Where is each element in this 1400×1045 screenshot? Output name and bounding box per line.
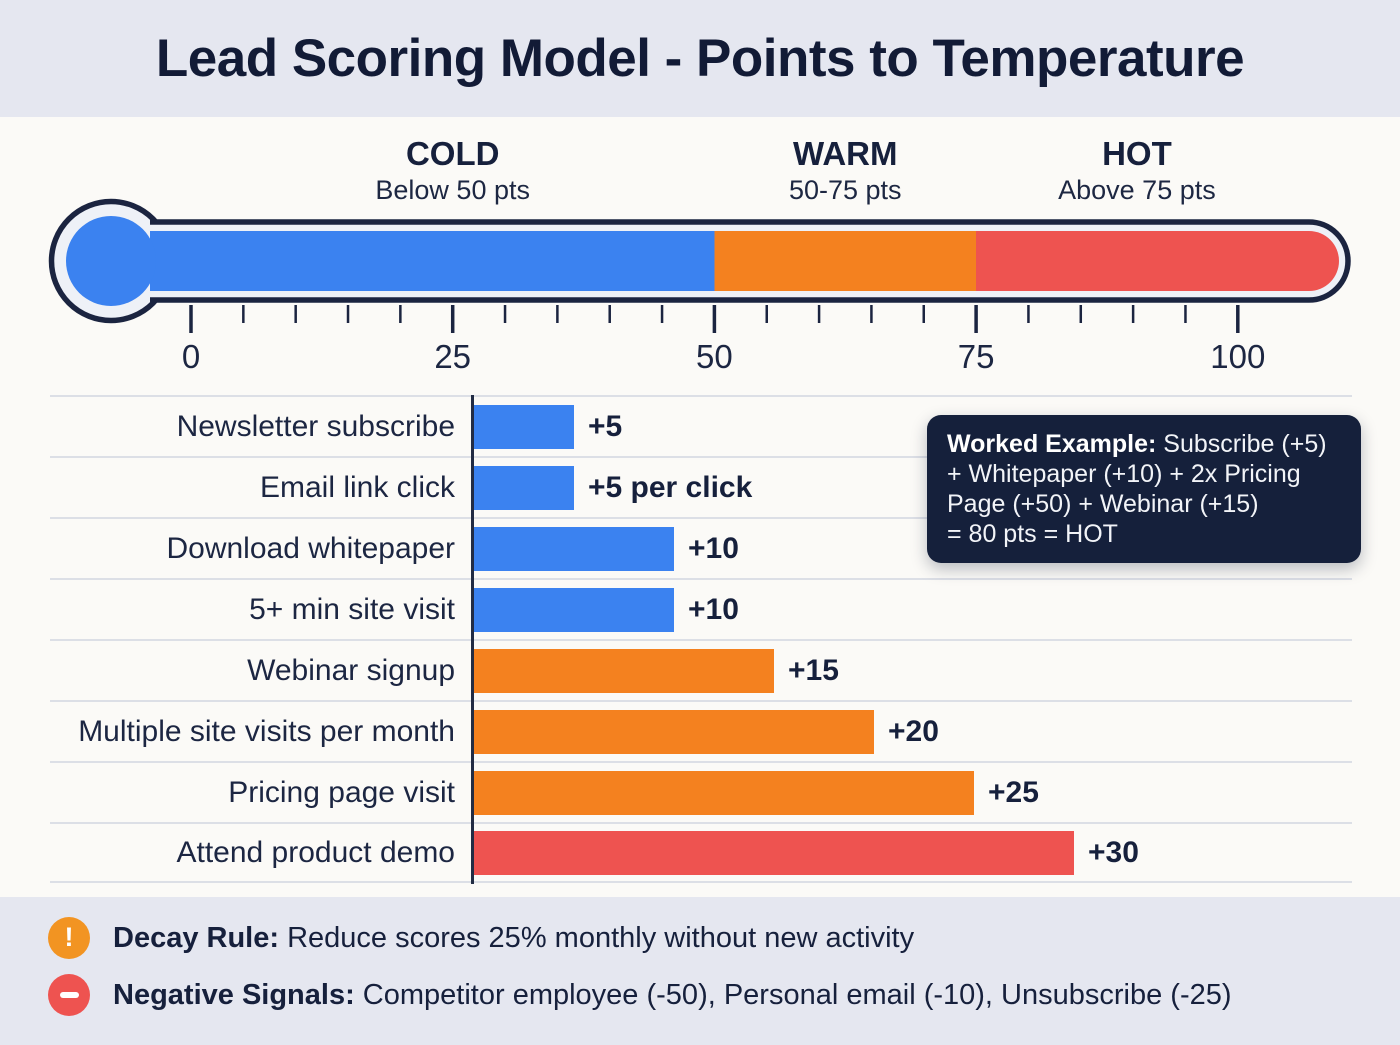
scale-number: 50 bbox=[696, 338, 733, 375]
worked-example-line: Page (+50) + Webinar (+15) bbox=[947, 490, 1259, 518]
header-band: Lead Scoring Model - Points to Temperatu… bbox=[0, 0, 1400, 117]
zone-name: HOT bbox=[1102, 135, 1172, 172]
scale-number: 25 bbox=[434, 338, 471, 375]
thermometer-scale: 0 25 50 75 100 bbox=[182, 305, 1265, 375]
chart-row: Multiple site visits per month +20 bbox=[50, 700, 1352, 761]
row-bar bbox=[474, 770, 974, 815]
chart-row: Webinar signup +15 bbox=[50, 639, 1352, 700]
note-text: Negative Signals: Competitor employee (-… bbox=[113, 978, 1232, 1011]
chart-row: Newsletter subscribe +5 bbox=[50, 395, 1352, 456]
chart-row: Pricing page visit +25 bbox=[50, 761, 1352, 822]
row-label: Attend product demo bbox=[176, 835, 455, 869]
chart-row: 5+ min site visit +10 bbox=[50, 578, 1352, 639]
note-label: Decay Rule: bbox=[113, 921, 280, 954]
zone-label-hot: HOT Above 75 pts bbox=[1058, 135, 1216, 208]
zone-range: Below 50 pts bbox=[375, 174, 530, 205]
row-label: Email link click bbox=[259, 470, 455, 504]
zone-label-warm: WARM 50-75 pts bbox=[789, 135, 902, 208]
zone-label-cold: COLD Below 50 pts bbox=[375, 135, 530, 208]
points-bar-chart: Newsletter subscribe +5 Email link click +5… bbox=[50, 395, 1352, 884]
chart-row: Email link click +5 per click bbox=[50, 456, 1352, 517]
exclamation-icon-glyph: ! bbox=[64, 921, 74, 952]
scale-number: 100 bbox=[1210, 338, 1265, 375]
row-bar bbox=[474, 709, 874, 754]
minus-icon-glyph bbox=[59, 992, 79, 998]
row-label: Webinar signup bbox=[247, 653, 455, 687]
row-bar bbox=[474, 526, 674, 571]
zone-name: WARM bbox=[793, 135, 898, 172]
page-title: Lead Scoring Model - Points to Temperatu… bbox=[155, 29, 1245, 88]
note-label: Negative Signals: bbox=[113, 978, 355, 1011]
row-value: +30 bbox=[1088, 835, 1139, 869]
minus-icon bbox=[48, 974, 90, 1016]
row-value: +20 bbox=[888, 714, 939, 748]
temperature-zone-labels: COLD Below 50 pts WARM 50-75 pts HOT Above 75… bbox=[0, 135, 1400, 215]
scale-number: 0 bbox=[182, 338, 200, 375]
chart-rows: Newsletter subscribe +5 Email link click +5… bbox=[50, 395, 1352, 883]
row-bar bbox=[474, 465, 574, 510]
worked-example-line: + Whitepaper (+10) + 2x Pricing bbox=[947, 460, 1301, 488]
footer-notes: ! Decay Rule: Reduce scores 25% monthly w… bbox=[0, 897, 1400, 1045]
worked-example-label: Worked Example: bbox=[947, 430, 1157, 458]
note-row: Negative Signals: Competitor employee (-… bbox=[48, 974, 1400, 1016]
row-label: Multiple site visits per month bbox=[78, 714, 455, 748]
thermometer-fill bbox=[150, 231, 1339, 291]
row-label: Pricing page visit bbox=[228, 775, 455, 809]
chart-row: Attend product demo +30 bbox=[50, 822, 1352, 883]
thermometer-bulb-fill bbox=[66, 216, 156, 306]
worked-example-line: Worked Example: Subscribe (+5) bbox=[947, 430, 1327, 458]
row-value: +15 bbox=[788, 653, 839, 687]
row-value: +5 per click bbox=[588, 470, 753, 504]
row-value: +10 bbox=[688, 592, 739, 626]
chart-row: Download whitepaper +10 bbox=[50, 517, 1352, 578]
row-value: +10 bbox=[688, 531, 739, 565]
exclamation-icon: ! bbox=[48, 917, 90, 959]
note-row: ! Decay Rule: Reduce scores 25% monthly w… bbox=[48, 917, 1400, 959]
row-label: Newsletter subscribe bbox=[176, 409, 455, 443]
row-bar bbox=[474, 404, 574, 449]
row-label: Download whitepaper bbox=[166, 531, 455, 565]
chart-axis-line bbox=[471, 395, 474, 884]
zone-range: Above 75 pts bbox=[1058, 174, 1216, 205]
zone-range: 50-75 pts bbox=[788, 174, 902, 205]
scale-number: 75 bbox=[958, 338, 995, 375]
row-bar bbox=[474, 587, 674, 632]
row-label: 5+ min site visit bbox=[249, 592, 455, 626]
note-text: Decay Rule: Reduce scores 25% monthly wi… bbox=[113, 921, 915, 954]
zone-name: COLD bbox=[405, 135, 500, 172]
row-value: +5 bbox=[588, 409, 623, 443]
worked-example-box: Worked Example: Subscribe (+5) + Whitepap… bbox=[927, 415, 1361, 563]
worked-example-line: = 80 pts = HOT bbox=[947, 520, 1118, 548]
row-bar bbox=[474, 648, 774, 693]
row-value: +25 bbox=[988, 775, 1039, 809]
thermometer-graphic: 0 25 50 75 100 bbox=[48, 198, 1351, 375]
row-bar bbox=[474, 830, 1074, 875]
